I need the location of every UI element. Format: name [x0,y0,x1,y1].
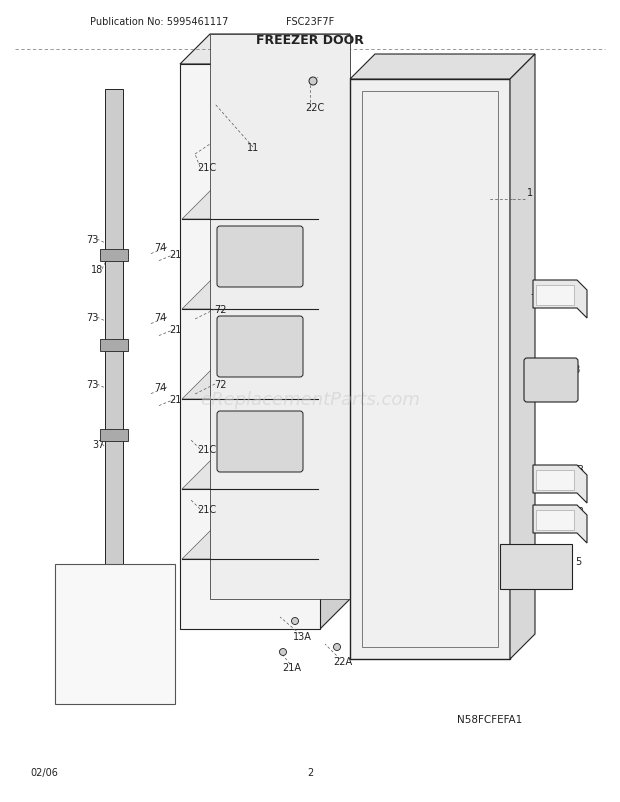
Text: 21: 21 [169,395,181,404]
Text: 21: 21 [169,249,181,260]
Circle shape [334,644,340,650]
Text: 73: 73 [86,235,98,245]
Text: 4B: 4B [572,464,585,475]
Text: 21: 21 [169,325,181,334]
Text: 72: 72 [214,305,226,314]
Text: 80: 80 [105,595,115,604]
Polygon shape [320,35,350,630]
Text: FSC23F7F: FSC23F7F [286,17,334,27]
Text: 1: 1 [527,188,533,198]
Text: 21A: 21A [283,662,301,672]
Text: 80: 80 [105,678,115,687]
Text: N58FCFEFA1: N58FCFEFA1 [458,714,523,724]
Polygon shape [350,55,535,80]
Text: 2: 2 [307,767,313,777]
Text: 02/06: 02/06 [30,767,58,777]
Polygon shape [100,249,128,261]
Text: 70: 70 [75,595,85,604]
Polygon shape [533,465,587,504]
Polygon shape [100,429,128,441]
Text: 21C: 21C [197,163,216,172]
Text: FREEZER DOOR: FREEZER DOOR [256,34,364,47]
Text: 74: 74 [154,243,166,253]
Polygon shape [536,286,574,306]
Text: 5: 5 [575,557,581,566]
Polygon shape [533,281,587,318]
Text: 21C: 21C [197,444,216,455]
Text: 68: 68 [569,365,581,375]
Text: Publication No: 5995461117: Publication No: 5995461117 [90,17,228,27]
Text: 22A: 22A [334,656,353,666]
FancyBboxPatch shape [217,411,303,472]
FancyBboxPatch shape [217,317,303,378]
Polygon shape [180,35,350,65]
Bar [105,90,123,630]
Bar [55,565,175,704]
Text: 72: 72 [214,379,226,390]
Text: 37: 37 [92,439,104,449]
Text: 18: 18 [91,265,103,274]
Bar [350,80,510,659]
Bar [362,92,498,647]
Polygon shape [182,460,348,489]
Polygon shape [100,339,128,351]
Circle shape [291,618,298,625]
Text: 4B: 4B [572,506,585,516]
Polygon shape [533,505,587,543]
Bar [210,35,350,599]
Text: eReplacementParts.com: eReplacementParts.com [200,391,420,408]
Text: 22C: 22C [306,103,325,113]
Bar [500,545,572,589]
Text: 11: 11 [247,143,259,153]
Polygon shape [182,370,348,399]
FancyBboxPatch shape [217,227,303,288]
Circle shape [309,78,317,86]
Text: 18: 18 [70,634,80,644]
Polygon shape [182,280,348,310]
Text: Stainless Handle: Stainless Handle [83,572,147,581]
Polygon shape [182,190,348,220]
Polygon shape [536,471,574,490]
Polygon shape [182,529,348,559]
Text: 4B: 4B [572,290,585,300]
Text: 74: 74 [154,383,166,392]
Text: 73: 73 [86,313,98,322]
Circle shape [280,649,286,656]
Text: 73: 73 [86,379,98,390]
Polygon shape [510,55,535,659]
Text: 74: 74 [154,313,166,322]
Bar [180,65,320,630]
Text: 13A: 13A [293,631,311,642]
FancyBboxPatch shape [524,358,578,403]
Polygon shape [536,510,574,530]
Text: 21C: 21C [197,504,216,514]
Text: 70: 70 [75,678,85,687]
